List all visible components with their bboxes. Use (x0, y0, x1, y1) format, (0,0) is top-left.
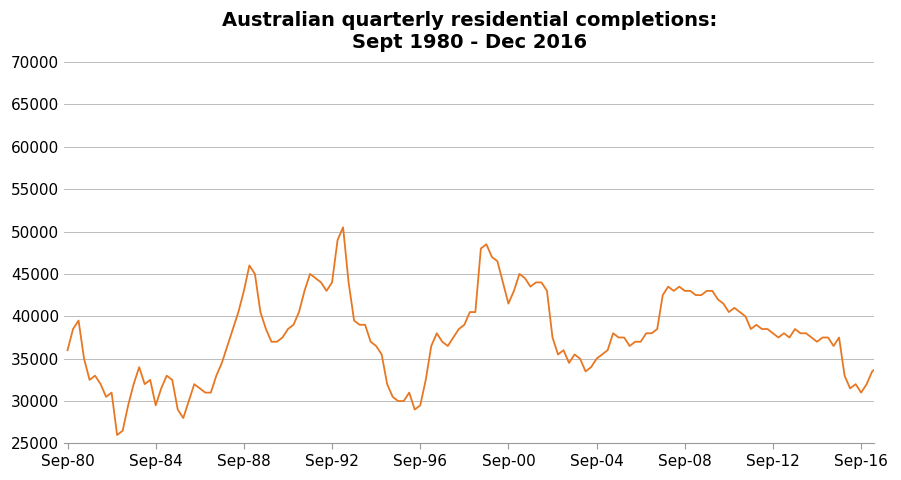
Title: Australian quarterly residential completions:
Sept 1980 - Dec 2016: Australian quarterly residential complet… (222, 11, 717, 52)
